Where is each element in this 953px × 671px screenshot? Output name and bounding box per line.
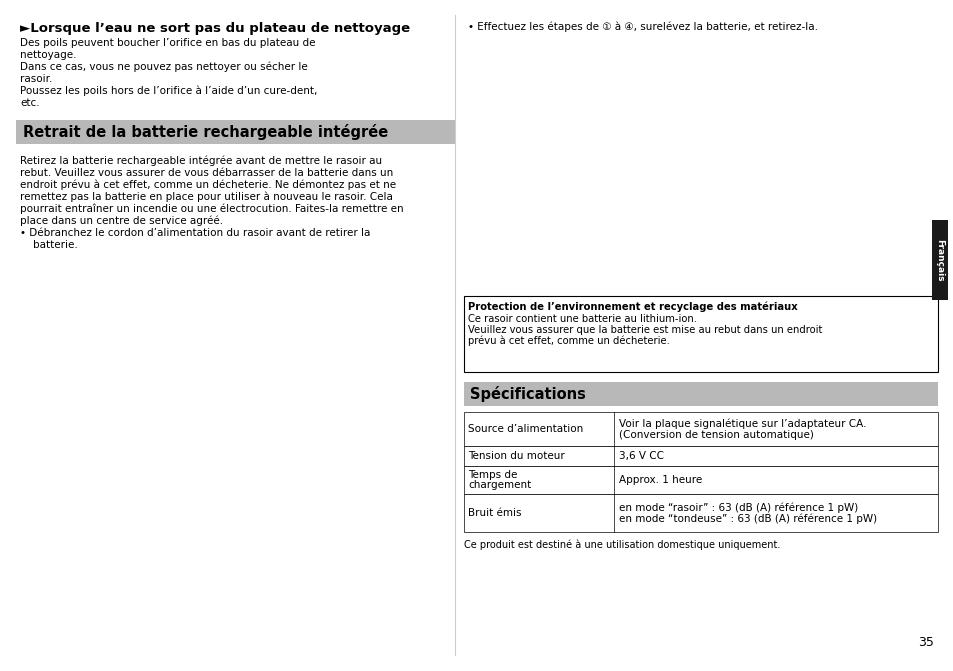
Bar <box>463 494 937 532</box>
Text: place dans un centre de service agréé.: place dans un centre de service agréé. <box>20 216 223 227</box>
Text: Tension du moteur: Tension du moteur <box>468 451 564 461</box>
Bar <box>463 446 937 466</box>
Bar <box>931 220 947 300</box>
Text: Des poils peuvent boucher l’orifice en bas du plateau de: Des poils peuvent boucher l’orifice en b… <box>20 38 315 48</box>
Text: batterie.: batterie. <box>20 240 77 250</box>
Text: Retirez la batterie rechargeable intégrée avant de mettre le rasoir au: Retirez la batterie rechargeable intégré… <box>20 156 382 166</box>
Text: • Effectuez les étapes de ① à ④, surelévez la batterie, et retirez-la.: • Effectuez les étapes de ① à ④, surelév… <box>468 22 817 32</box>
Text: remettez pas la batterie en place pour utiliser à nouveau le rasoir. Cela: remettez pas la batterie en place pour u… <box>20 192 393 203</box>
Text: Ce rasoir contient une batterie au lithium-ion.: Ce rasoir contient une batterie au lithi… <box>468 314 697 324</box>
Text: Dans ce cas, vous ne pouvez pas nettoyer ou sécher le: Dans ce cas, vous ne pouvez pas nettoyer… <box>20 62 308 72</box>
Text: Français: Français <box>935 239 943 281</box>
Text: Poussez les poils hors de l’orifice à l’aide d’un cure-dent,: Poussez les poils hors de l’orifice à l’… <box>20 86 317 97</box>
Text: Approx. 1 heure: Approx. 1 heure <box>618 475 701 485</box>
Text: prévu à cet effet, comme un décheterie.: prévu à cet effet, comme un décheterie. <box>468 336 669 346</box>
Bar <box>16 120 455 144</box>
Text: Protection de l’environnement et recyclage des matériaux: Protection de l’environnement et recycla… <box>468 301 797 311</box>
Text: Voir la plaque signalétique sur l’adaptateur CA.: Voir la plaque signalétique sur l’adapta… <box>618 418 865 429</box>
Text: etc.: etc. <box>20 98 40 108</box>
Text: Veuillez vous assurer que la batterie est mise au rebut dans un endroit: Veuillez vous assurer que la batterie es… <box>468 325 821 335</box>
Text: 35: 35 <box>917 636 933 649</box>
Text: 3,6 V CC: 3,6 V CC <box>618 451 663 461</box>
Text: Spécifications: Spécifications <box>470 386 585 402</box>
Bar <box>463 466 937 494</box>
Text: Source d’alimentation: Source d’alimentation <box>468 424 582 434</box>
Text: rasoir.: rasoir. <box>20 74 52 84</box>
Text: endroit prévu à cet effet, comme un décheterie. Ne démontez pas et ne: endroit prévu à cet effet, comme un déch… <box>20 180 395 191</box>
Text: Retrait de la batterie rechargeable intégrée: Retrait de la batterie rechargeable inté… <box>23 124 388 140</box>
Text: Ce produit est destiné à une utilisation domestique uniquement.: Ce produit est destiné à une utilisation… <box>463 540 780 550</box>
Text: en mode “rasoir” : 63 (dB (A) référence 1 pW): en mode “rasoir” : 63 (dB (A) référence … <box>618 503 858 513</box>
Text: Temps de: Temps de <box>468 470 517 480</box>
Text: Bruit émis: Bruit émis <box>468 508 521 518</box>
Bar <box>463 412 937 446</box>
Text: ►Lorsque l’eau ne sort pas du plateau de nettoyage: ►Lorsque l’eau ne sort pas du plateau de… <box>20 22 410 35</box>
Text: en mode “tondeuse” : 63 (dB (A) référence 1 pW): en mode “tondeuse” : 63 (dB (A) référenc… <box>618 513 876 524</box>
Text: rebut. Veuillez vous assurer de vous débarrasser de la batterie dans un: rebut. Veuillez vous assurer de vous déb… <box>20 168 393 178</box>
Bar <box>463 382 937 406</box>
Text: chargement: chargement <box>468 480 531 491</box>
Text: (Conversion de tension automatique): (Conversion de tension automatique) <box>618 429 813 440</box>
Bar <box>463 296 937 372</box>
Text: nettoyage.: nettoyage. <box>20 50 76 60</box>
Text: pourrait entraîner un incendie ou une électrocution. Faites-la remettre en: pourrait entraîner un incendie ou une él… <box>20 204 403 215</box>
Text: • Débranchez le cordon d’alimentation du rasoir avant de retirer la: • Débranchez le cordon d’alimentation du… <box>20 228 370 238</box>
